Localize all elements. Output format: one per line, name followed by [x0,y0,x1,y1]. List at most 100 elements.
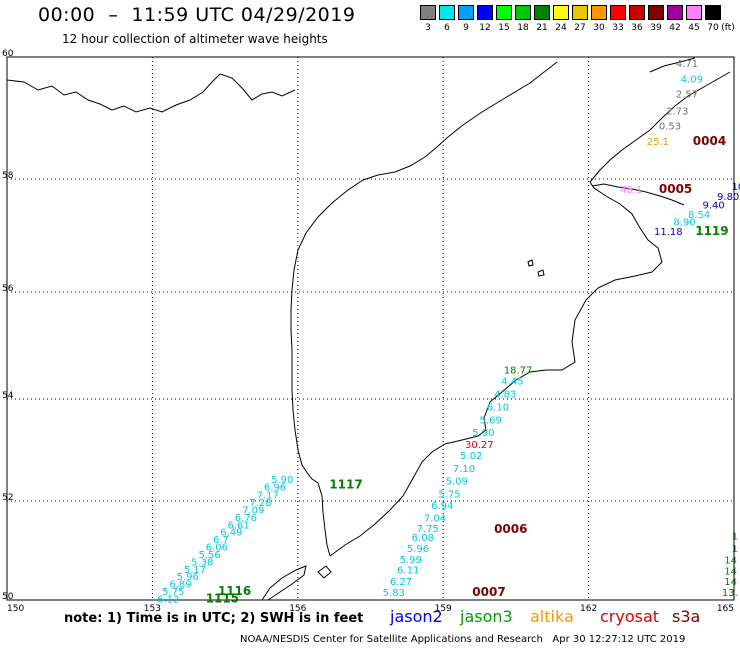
wave-height-label: 6.7 [213,535,229,546]
credit-line: NOAA/NESDIS Center for Satellite Applica… [240,634,685,645]
wave-height-label: 2.73 [666,107,688,118]
map-frame [6,56,735,601]
legend-label-24: 24 [555,23,567,33]
pass-time-label: 1115 [206,592,239,606]
wave-height-label: 7.17 [257,490,279,501]
legend-swatch-39 [648,5,664,20]
wave-height-label: 9.40 [702,200,724,211]
lat-tick-label: 56 [2,284,14,294]
legend-swatch-6 [439,5,455,20]
legend-swatch-18 [515,5,531,20]
legend-swatch-30 [591,5,607,20]
pass-time-label: 1119 [695,224,728,238]
legend-label-15: 15 [498,23,510,33]
legend-label-27: 27 [574,23,586,33]
wave-height-label: 7.75 [417,524,439,535]
wave-height-label: 13. [722,588,738,599]
map-subtitle: 12 hour collection of altimeter wave hei… [62,32,328,46]
northeast-land [649,57,696,73]
wave-height-label: 6.89 [169,580,191,591]
wave-height-label: 5.90 [271,475,293,486]
lon-tick-label: 159 [435,604,452,614]
koni-peninsula [219,73,296,101]
legend-swatch-21 [534,5,550,20]
legend-swatch-36 [629,5,645,20]
lat-tick-label: 60 [2,49,14,59]
wave-height-label: 4.83 [494,390,516,401]
credit-text: NOAA/NESDIS Center for Satellite Applica… [240,634,543,645]
wave-height-label: 1 [732,544,738,555]
satellite-jason2: jason2 [390,607,443,626]
legend-swatch-70 [705,5,721,20]
wave-height-label: 6.11 [397,565,419,576]
timestamp-text: Apr 30 12:27:12 UTC 2019 [552,634,686,645]
wave-height-label: 9.80 [717,192,739,203]
lon-tick-label: 153 [144,604,161,614]
pass-time-label: 0006 [494,522,527,536]
wave-height-label: 5.99 [400,555,422,566]
satellite-s3a: s3a [672,607,701,626]
wave-height-label: 25.1 [647,137,669,148]
shumshu-island [317,565,332,579]
lat-tick-label: 50 [2,592,14,602]
wave-height-label: 5.17 [184,565,206,576]
pass-time-label: 1116 [218,584,251,598]
lat-tick-label: 54 [2,391,14,401]
wave-height-label: 30.27 [465,440,494,451]
satellite-cryosat: cryosat [600,607,660,626]
kamchatka-northeast-coast [591,183,685,206]
wave-height-label: 18.77 [504,366,533,377]
kamchatka-east-coast [329,71,731,557]
legend-label-45: 45 [688,23,700,33]
wave-height-label: 6.49 [220,528,242,539]
wave-height-label: 5.96 [177,572,199,583]
wave-height-label: 6.10 [487,403,509,414]
graticule: 150 153 156 159 162 165 60 58 56 54 52 50 [2,49,734,614]
legend-label-12: 12 [479,23,491,33]
wave-height-label: 14 [724,577,737,588]
legend-label-42: 42 [669,23,681,33]
wave-height-label: 6.76 [235,513,257,524]
legend-swatch-9 [458,5,474,20]
wave-height-label: 6.94 [431,501,453,512]
legend-label-30: 30 [593,23,605,33]
wave-height-label: 5.83 [383,588,405,599]
lon-tick-label: 150 [7,604,24,614]
wave-height-label: 46.1 [620,185,642,196]
legend-swatch-33 [610,5,626,20]
coastlines [6,57,731,601]
lon-tick-label: 156 [289,604,306,614]
observation-labels: 111611156.125.756.895.965.175.385.566.06… [157,59,740,605]
wave-height-label: 5.02 [460,451,482,462]
legend-label-18: 18 [517,23,529,33]
wave-height-label: 14 [724,566,737,577]
legend-label-39: 39 [650,23,662,33]
wave-height-label: 7.10 [453,464,475,475]
wave-height-label: 5.96 [407,544,429,555]
wave-height-label: 4.09 [681,74,703,85]
wave-height-label: 6.27 [390,577,412,588]
legend-label-6: 6 [444,23,450,33]
wave-height-label: 8.90 [673,217,695,228]
wave-height-label: 4.71 [676,59,698,70]
wave-height-label: 6.96 [264,483,286,494]
wave-height-label: 0.53 [659,121,681,132]
okhotsk-north-coast [6,73,221,113]
lon-tick-label: 165 [717,604,734,614]
satellite-jason3: jason3 [460,607,513,626]
pass-time-label: 0004 [693,134,726,148]
satellite-altika: altika [530,607,574,626]
wave-height-label: 5.75 [438,489,460,500]
legend-swatch-42 [667,5,683,20]
wave-height-label: 5.38 [191,557,213,568]
lat-tick-label: 58 [2,171,14,181]
kamchatka-west-coast [290,61,558,557]
pass-time-label: 0007 [472,585,505,599]
legend-label-36: 36 [631,23,643,33]
wave-height-label: 5.09 [446,477,468,488]
small-island-2 [537,269,545,277]
wave-height-label: 5.56 [198,550,220,561]
legend-label-9: 9 [463,23,469,33]
units-note: note: 1) Time is in UTC; 2) SWH is in fe… [64,611,364,626]
